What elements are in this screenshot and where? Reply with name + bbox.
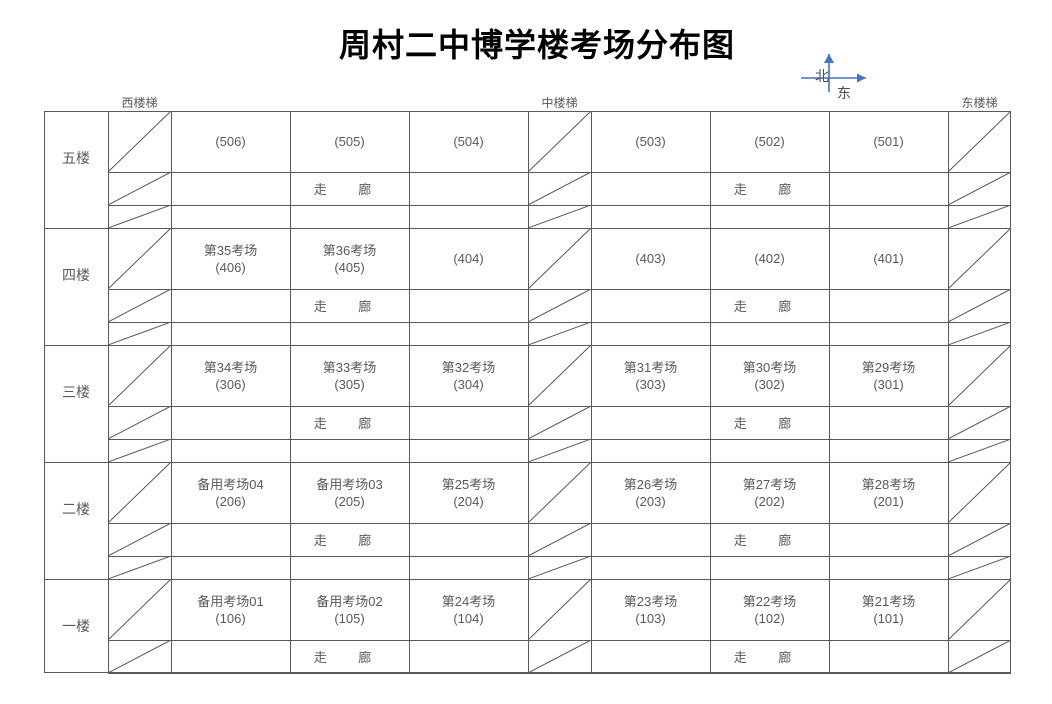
svg-text:北: 北 [815,68,829,84]
svg-text:东: 东 [837,85,851,100]
